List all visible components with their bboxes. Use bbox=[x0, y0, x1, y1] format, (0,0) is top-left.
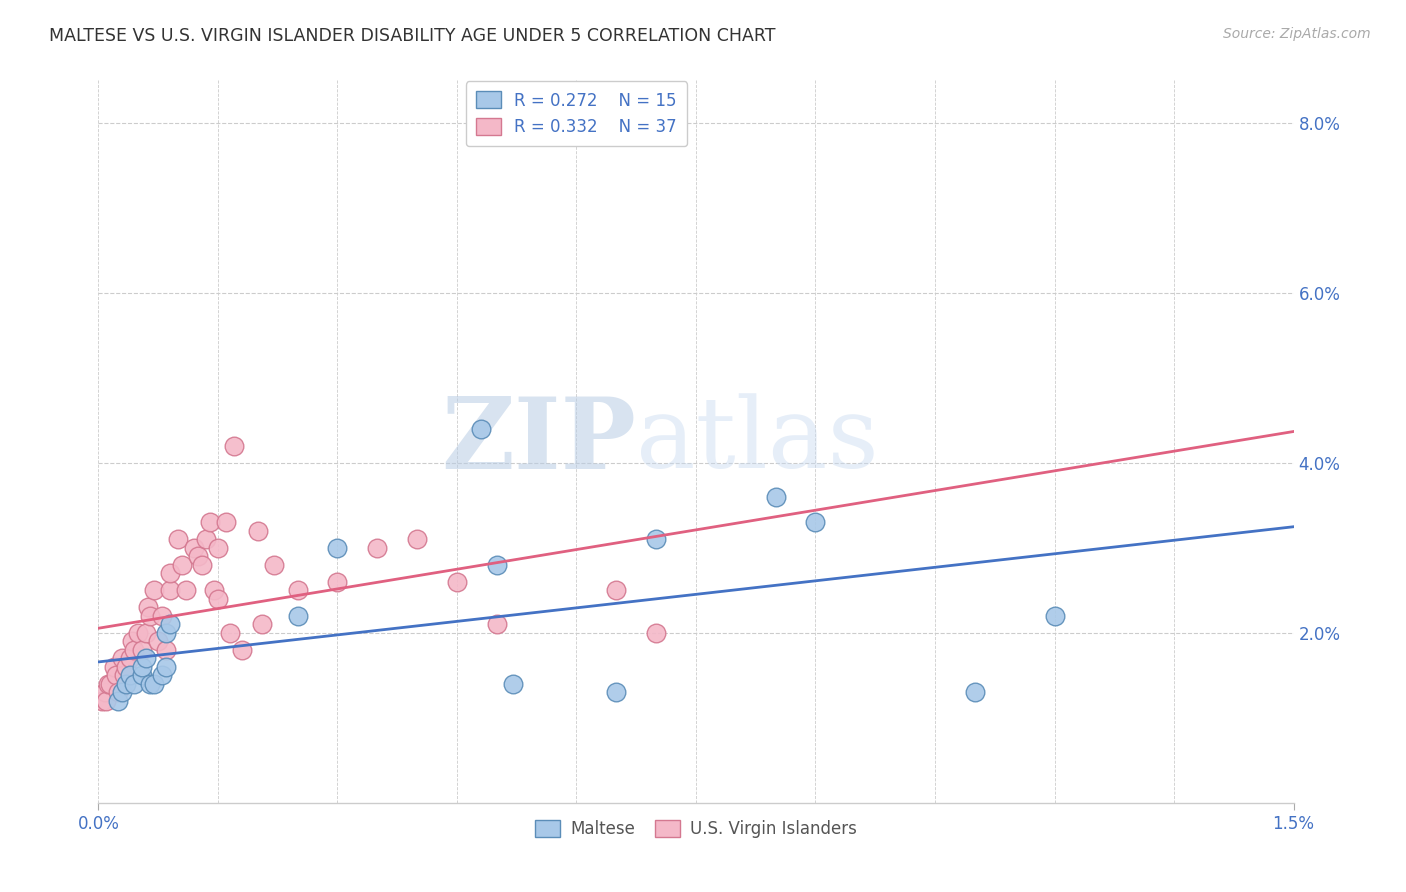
Point bbox=[121, 634, 143, 648]
Point bbox=[502, 677, 524, 691]
Point bbox=[131, 642, 153, 657]
Text: MALTESE VS U.S. VIRGIN ISLANDER DISABILITY AGE UNDER 5 CORRELATION CHART: MALTESE VS U.S. VIRGIN ISLANDER DISABILI… bbox=[49, 27, 776, 45]
Point bbox=[187, 549, 209, 564]
Point bbox=[143, 677, 166, 691]
Point bbox=[246, 524, 269, 538]
Point bbox=[191, 558, 214, 572]
Point bbox=[645, 625, 668, 640]
Point bbox=[136, 600, 159, 615]
Point bbox=[172, 558, 194, 572]
Point bbox=[135, 651, 157, 665]
Point bbox=[250, 617, 273, 632]
Point bbox=[148, 634, 170, 648]
Point bbox=[231, 642, 253, 657]
Point bbox=[470, 422, 492, 436]
Point bbox=[222, 439, 245, 453]
Point bbox=[195, 533, 218, 547]
Point bbox=[366, 541, 388, 555]
Point bbox=[107, 685, 129, 699]
Point bbox=[111, 685, 134, 699]
Point bbox=[202, 583, 225, 598]
Point bbox=[183, 541, 205, 555]
Point bbox=[406, 533, 429, 547]
Point bbox=[139, 677, 162, 691]
Point bbox=[174, 583, 197, 598]
Point bbox=[135, 625, 157, 640]
Point bbox=[287, 583, 309, 598]
Point bbox=[104, 668, 127, 682]
Point bbox=[159, 617, 181, 632]
Point bbox=[124, 642, 146, 657]
Point bbox=[605, 583, 627, 598]
Point bbox=[605, 685, 627, 699]
Point bbox=[155, 642, 177, 657]
Point bbox=[120, 651, 142, 665]
Text: ZIP: ZIP bbox=[441, 393, 637, 490]
Point bbox=[167, 533, 190, 547]
Point bbox=[94, 685, 117, 699]
Point bbox=[115, 660, 138, 674]
Point bbox=[207, 591, 229, 606]
Point bbox=[96, 694, 118, 708]
Point bbox=[159, 566, 181, 581]
Point bbox=[155, 625, 177, 640]
Point bbox=[112, 668, 135, 682]
Text: Source: ZipAtlas.com: Source: ZipAtlas.com bbox=[1223, 27, 1371, 41]
Point bbox=[127, 625, 149, 640]
Point bbox=[131, 668, 153, 682]
Point bbox=[326, 541, 349, 555]
Point bbox=[645, 533, 668, 547]
Legend: Maltese, U.S. Virgin Islanders: Maltese, U.S. Virgin Islanders bbox=[529, 814, 863, 845]
Point bbox=[804, 516, 827, 530]
Point bbox=[263, 558, 285, 572]
Point bbox=[131, 660, 153, 674]
Point bbox=[111, 651, 134, 665]
Text: atlas: atlas bbox=[637, 393, 879, 490]
Point bbox=[1043, 608, 1066, 623]
Point bbox=[446, 574, 468, 589]
Point bbox=[139, 608, 162, 623]
Point bbox=[143, 583, 166, 598]
Point bbox=[485, 617, 508, 632]
Point bbox=[159, 583, 181, 598]
Point bbox=[120, 668, 142, 682]
Point bbox=[155, 660, 177, 674]
Point bbox=[150, 608, 173, 623]
Point bbox=[103, 660, 125, 674]
Point bbox=[91, 694, 114, 708]
Point bbox=[215, 516, 238, 530]
Point bbox=[219, 625, 242, 640]
Point bbox=[115, 677, 138, 691]
Point bbox=[150, 668, 173, 682]
Point bbox=[207, 541, 229, 555]
Point bbox=[963, 685, 986, 699]
Point bbox=[287, 608, 309, 623]
Point bbox=[98, 677, 122, 691]
Point bbox=[107, 694, 129, 708]
Point bbox=[326, 574, 349, 589]
Point bbox=[97, 677, 120, 691]
Point bbox=[485, 558, 508, 572]
Point bbox=[124, 677, 146, 691]
Point bbox=[198, 516, 221, 530]
Point bbox=[765, 490, 787, 504]
